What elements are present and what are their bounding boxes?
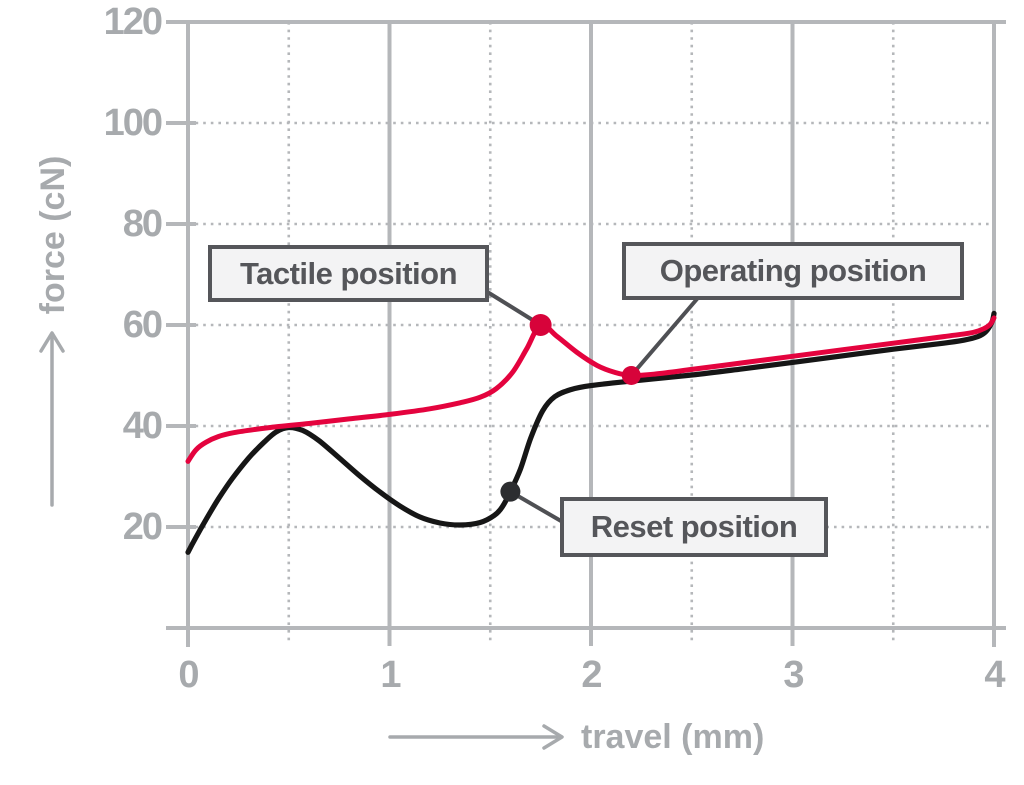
x-axis-arrow-head [542, 724, 564, 750]
y-tick-label: 20 [122, 506, 163, 548]
annotation-leader-line [629, 297, 699, 378]
annotation-label-text: Operating position [659, 253, 927, 288]
x-tick-label: 0 [178, 654, 199, 696]
annotation-tactile-position: Tactile position [208, 245, 489, 302]
annotation-marker-dot [621, 366, 641, 385]
y-tick-label: 120 [103, 1, 163, 43]
x-axis-title-text: travel (mm) [581, 718, 765, 756]
y-tick-label: 40 [122, 405, 163, 447]
x-tick-label: 2 [581, 654, 602, 696]
y-axis-title: force (cN) [33, 85, 73, 385]
x-tick-label: 1 [380, 654, 401, 696]
annotation-label-text: Tactile position [239, 255, 458, 291]
annotation-marker-dot [500, 481, 521, 502]
y-tick-label: 80 [122, 203, 163, 245]
x-tick-label: 4 [984, 654, 1005, 696]
annotation-reset-position: Reset position [560, 497, 828, 557]
y-tick-label: 60 [122, 304, 163, 346]
annotation-marker-dot [529, 314, 552, 336]
y-axis-arrow-head [39, 331, 65, 353]
black-curve [185, 310, 997, 555]
y-axis-title-text: force (cN) [34, 155, 72, 315]
annotation-operating-position: Operating position [622, 242, 964, 300]
y-tick-label: 100 [103, 102, 163, 144]
x-tick-label: 3 [783, 654, 804, 696]
x-axis-title: travel (mm) [581, 718, 764, 757]
annotation-label-text: Reset position [590, 509, 798, 544]
